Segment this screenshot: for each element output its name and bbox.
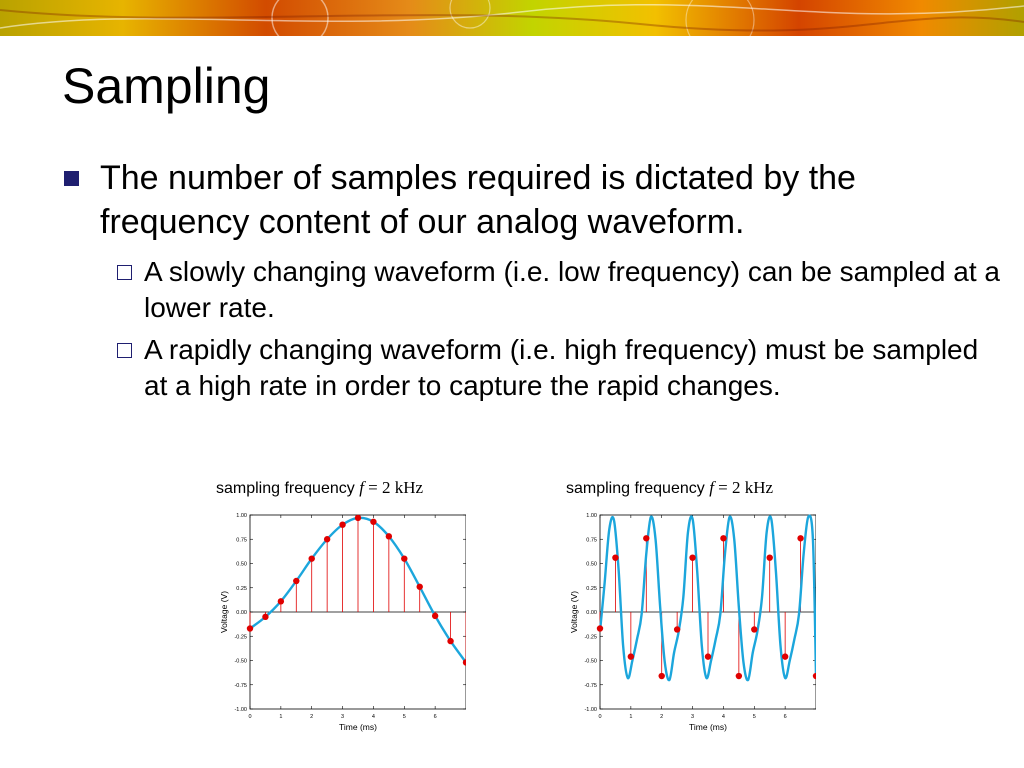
sub-bullet-text: A slowly changing waveform (i.e. low fre… (144, 256, 1000, 323)
x-tick-label: 2 (660, 714, 663, 720)
y-tick-label: 1.00 (236, 513, 247, 519)
sample-point (277, 598, 285, 605)
sample-point (612, 554, 619, 561)
x-tick-label: 3 (341, 714, 344, 720)
y-tick-label: 0.25 (236, 586, 247, 592)
caption-variable: f (359, 478, 364, 497)
x-tick-label: 5 (753, 714, 756, 720)
sample-point (416, 583, 423, 590)
square-bullet-icon (64, 171, 79, 186)
x-tick-label: 4 (372, 714, 375, 720)
y-tick-label: -0.75 (584, 683, 597, 689)
sample-point (401, 555, 408, 562)
caption-value: = 2 kHz (713, 478, 774, 497)
y-tick-label: -0.75 (234, 683, 247, 689)
sample-point (627, 653, 635, 660)
x-axis-label: Time (ms) (339, 722, 377, 732)
header-banner (0, 0, 1024, 36)
caption-prefix: sampling frequency (566, 480, 710, 497)
sample-point (704, 653, 712, 660)
sample-point (643, 535, 650, 542)
sample-point (308, 555, 315, 562)
hollow-square-bullet-icon (117, 343, 132, 358)
sample-point (262, 613, 269, 621)
sample-point (385, 533, 393, 540)
y-tick-label: -0.25 (584, 634, 597, 640)
waveform-line (598, 514, 816, 682)
banner-decoration (0, 0, 1024, 36)
sample-point (720, 535, 727, 542)
x-tick-label: 0 (248, 714, 251, 720)
hollow-square-bullet-icon (117, 265, 132, 280)
sample-point (735, 672, 743, 680)
figure-caption: sampling frequency f = 2 kHz (566, 478, 773, 499)
sample-point (447, 637, 454, 645)
y-tick-label: 1.00 (586, 513, 597, 519)
sample-point (751, 626, 758, 633)
x-tick-label: 1 (629, 714, 632, 720)
y-tick-label: 0.25 (586, 586, 597, 592)
sample-point (370, 518, 377, 525)
caption-variable: f (709, 478, 714, 497)
sample-point (323, 536, 331, 543)
y-tick-label: 0.00 (236, 610, 247, 616)
sample-point (339, 521, 346, 528)
y-tick-label: 0.75 (586, 537, 597, 543)
figure-high-frequency: sampling frequency f = 2 kHz 1.00 0.75 0.5… (566, 478, 816, 748)
x-tick-label: 5 (403, 714, 406, 720)
sampling-plot-low-frequency: 1.00 0.75 0.50 0.25 0.00 -0.25 -0.50 -0.75 -1.00… (219, 513, 466, 732)
sample-point (797, 535, 804, 542)
x-tick-label: 3 (691, 714, 694, 720)
caption-value: = 2 kHz (363, 478, 424, 497)
x-tick-label: 1 (279, 714, 282, 720)
x-tick-label: 2 (310, 714, 313, 720)
caption-prefix: sampling frequency (216, 480, 360, 497)
sample-point (781, 653, 789, 660)
sub-bullet-text: A rapidly changing waveform (i.e. high f… (144, 334, 979, 401)
x-axis-label: Time (ms) (689, 722, 727, 732)
sample-point (246, 625, 254, 632)
y-tick-label: -0.50 (584, 659, 597, 665)
sampling-plot-high-frequency: 1.00 0.75 0.50 0.25 0.00 -0.25 -0.50 -0.75 -1.00… (569, 513, 816, 732)
bullet-text: The number of samples required is dictat… (100, 159, 856, 241)
figure-low-frequency: sampling frequency f = 2 kHz 1.00 0.75 0.5… (216, 478, 466, 748)
sample-point (658, 672, 665, 680)
x-tick-label: 4 (722, 714, 725, 720)
bullet-list: The number of samples required is dictat… (62, 156, 1002, 404)
sub-bullet-item: A rapidly changing waveform (i.e. high f… (62, 332, 1002, 404)
y-tick-label: -1.00 (234, 707, 247, 713)
y-tick-label: -1.00 (584, 707, 597, 713)
sample-point (596, 625, 604, 632)
y-tick-label: 0.50 (236, 562, 247, 568)
slide-title: Sampling (62, 58, 271, 114)
y-tick-label: 0.50 (586, 562, 597, 568)
y-tick-label: -0.50 (234, 659, 247, 665)
x-tick-label: 6 (434, 714, 437, 720)
x-tick-label: 0 (598, 714, 601, 720)
sample-point (673, 626, 681, 633)
sub-bullet-item: A slowly changing waveform (i.e. low fre… (62, 254, 1002, 326)
sample-point (293, 577, 300, 585)
sample-point (812, 672, 816, 680)
y-tick-label: 0.00 (586, 610, 597, 616)
sample-point (354, 514, 362, 522)
y-tick-label: -0.25 (234, 634, 247, 640)
sample-point (462, 659, 466, 666)
y-tick-label: 0.75 (236, 537, 247, 543)
y-axis-label: Voltage (V) (219, 591, 229, 633)
y-axis-label: Voltage (V) (569, 591, 579, 633)
sample-point (689, 554, 696, 561)
sample-point (766, 554, 773, 561)
x-tick-label: 6 (784, 714, 787, 720)
bullet-item: The number of samples required is dictat… (62, 156, 1002, 244)
figure-caption: sampling frequency f = 2 kHz (216, 478, 423, 499)
sample-point (431, 612, 439, 620)
